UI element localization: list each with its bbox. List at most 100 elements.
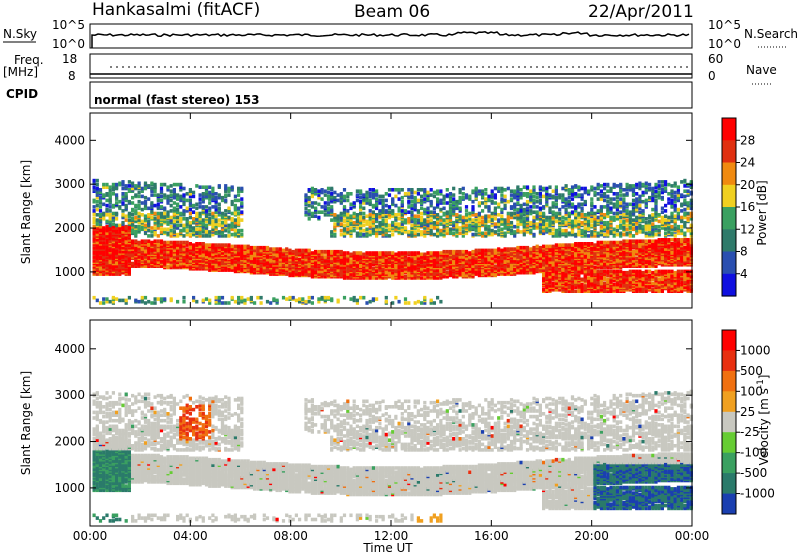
power-cell	[118, 199, 122, 204]
power-cell	[166, 231, 170, 236]
power-cell	[217, 193, 221, 197]
power-cell	[134, 230, 138, 234]
power-cell	[394, 203, 398, 208]
nave-tick-top: 60	[708, 52, 723, 66]
power-cell	[442, 206, 446, 211]
power-cell	[147, 234, 151, 238]
power-cell	[220, 214, 225, 218]
power-cell	[529, 205, 533, 209]
power-cell	[464, 205, 469, 209]
power-cell	[416, 218, 420, 222]
power-cell	[224, 184, 228, 188]
power-cell	[140, 207, 144, 212]
power-cell	[387, 193, 392, 197]
power-cell	[468, 211, 472, 216]
power-cell	[217, 210, 221, 214]
power-cell	[143, 223, 148, 228]
power-cell	[545, 215, 549, 220]
power-cell	[217, 260, 221, 264]
power-cell	[359, 199, 363, 204]
power-cell	[150, 181, 154, 186]
power-cell	[420, 206, 424, 211]
power-cell	[375, 224, 379, 229]
power-cell	[102, 185, 106, 189]
power-cell	[220, 243, 225, 247]
power-cell	[336, 193, 340, 197]
power-cell	[224, 253, 228, 258]
power-cell	[346, 192, 350, 196]
power-cell	[143, 199, 148, 204]
power-cell	[198, 251, 202, 255]
power-cell	[131, 184, 135, 188]
power-cell	[522, 202, 526, 207]
power-cell	[224, 267, 228, 271]
power-cell	[468, 194, 472, 199]
power-cell	[458, 188, 462, 192]
power-cell	[445, 193, 449, 197]
power-cell	[201, 249, 205, 254]
power-cell	[153, 203, 157, 208]
power-cell	[237, 186, 241, 191]
power-cell	[352, 201, 356, 205]
power-cell	[330, 218, 334, 222]
power-cell	[220, 220, 225, 225]
power-cell	[387, 205, 392, 209]
power-cell	[121, 201, 125, 205]
power-cell	[548, 185, 552, 189]
power-cell	[538, 192, 542, 196]
power-cell	[224, 228, 228, 233]
power-cell	[115, 195, 119, 200]
power-cell	[304, 193, 308, 197]
power-cell	[102, 202, 106, 207]
power-cell	[323, 295, 327, 300]
power-cell	[131, 201, 135, 205]
power-cell	[124, 301, 128, 305]
power-cell	[105, 224, 109, 229]
power-cell	[166, 213, 170, 217]
power-cell	[121, 182, 125, 187]
power-cell	[500, 227, 504, 232]
power-cell	[339, 192, 343, 196]
power-cell	[403, 301, 408, 305]
power-cell	[211, 232, 215, 237]
power-cell	[339, 249, 343, 254]
power-cell	[237, 244, 241, 249]
nsky-label: N.Sky	[3, 27, 37, 41]
power-cell	[95, 213, 99, 217]
power-cell	[317, 249, 321, 254]
power-cell	[333, 213, 337, 217]
power-cell	[137, 248, 141, 253]
power-cell	[339, 232, 343, 237]
power-cell	[513, 224, 517, 229]
power-cell	[407, 205, 411, 209]
power-cell	[362, 206, 366, 211]
power-cell	[153, 185, 157, 189]
power-cell	[310, 205, 314, 209]
power-cell	[147, 256, 151, 261]
power-cell	[153, 193, 157, 197]
power-cell	[333, 249, 337, 254]
power-cell	[384, 209, 388, 213]
power-cell	[227, 189, 231, 193]
power-cell	[204, 209, 209, 213]
power-cell	[204, 297, 209, 301]
power-cell	[185, 253, 189, 258]
power-cell	[416, 299, 420, 304]
power-cell	[92, 198, 96, 203]
power-cell	[509, 189, 514, 193]
power-cell	[535, 205, 539, 209]
power-cell	[163, 214, 167, 218]
power-cell	[185, 224, 189, 229]
power-cell	[349, 192, 353, 196]
power-cell	[208, 234, 212, 238]
power-cell	[304, 210, 308, 214]
power-cell	[137, 227, 141, 232]
power-cell	[185, 198, 189, 203]
power-cell	[127, 184, 131, 188]
power-cell	[509, 228, 514, 233]
power-cell	[407, 192, 411, 196]
power-cell	[131, 239, 135, 243]
power-cell	[108, 219, 112, 224]
power-cell	[188, 244, 192, 249]
power-cell	[243, 298, 247, 303]
